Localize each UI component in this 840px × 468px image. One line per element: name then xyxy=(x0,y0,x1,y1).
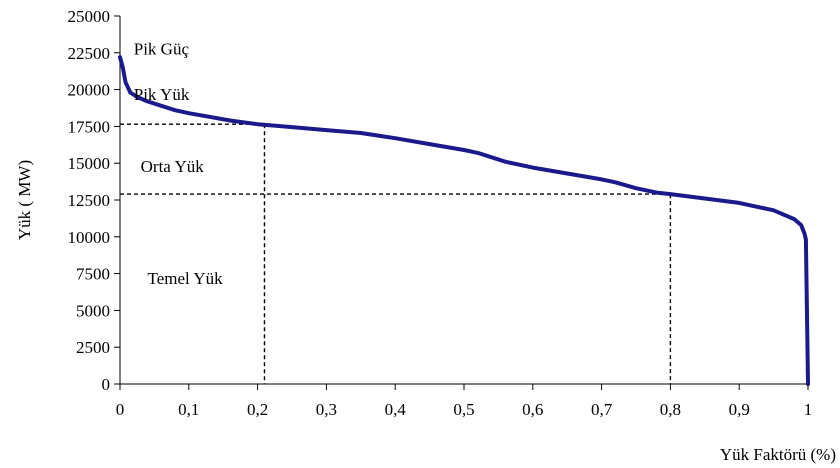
y-axis-title: Yük ( MW) xyxy=(15,160,34,240)
y-tick-label: 20000 xyxy=(68,81,111,100)
reference-lines xyxy=(120,123,672,384)
y-tick-label: 5000 xyxy=(76,301,110,320)
annotation-label: Pik Güç xyxy=(134,39,190,58)
y-tick-label: 15000 xyxy=(68,154,111,173)
x-tick-label: 1 xyxy=(804,400,813,419)
x-tick-label: 0,3 xyxy=(316,400,337,419)
x-tick-label: 0,7 xyxy=(591,400,613,419)
series-line xyxy=(118,55,810,386)
x-tick-label: 0 xyxy=(116,400,125,419)
x-tick-label: 0,2 xyxy=(247,400,268,419)
y-tick-label: 2500 xyxy=(76,338,110,357)
annotations: Pik Güç Pik Yük Orta Yük Temel Yük xyxy=(134,39,223,288)
x-tick-label: 0,1 xyxy=(178,400,199,419)
annotation-label: Orta Yük xyxy=(141,157,205,176)
y-tick-label: 10000 xyxy=(68,228,111,247)
annotation-label: Temel Yük xyxy=(148,269,224,288)
x-axis-title: Yük Faktörü (%) xyxy=(720,445,836,464)
y-ticks: 0 2500 5000 7500 10000 12500 15000 17500 20000 22… xyxy=(68,7,120,394)
y-tick-label: 0 xyxy=(102,375,111,394)
x-tick-label: 0,8 xyxy=(660,400,681,419)
x-tick-label: 0,5 xyxy=(453,400,474,419)
x-tick-label: 0,6 xyxy=(522,400,543,419)
x-tick-label: 0,4 xyxy=(385,400,407,419)
series-layer xyxy=(118,55,810,386)
y-tick-label: 17500 xyxy=(68,117,111,136)
annotation-label: Pik Yük xyxy=(134,85,190,104)
y-tick-label: 25000 xyxy=(68,7,111,26)
y-tick-label: 12500 xyxy=(68,191,111,210)
x-ticks: 0 0,1 0,2 0,3 0,4 0,5 0,6 0,7 0,8 0,9 1 xyxy=(116,384,813,419)
x-tick-label: 0,9 xyxy=(729,400,750,419)
y-tick-label: 22500 xyxy=(68,44,111,63)
y-tick-label: 7500 xyxy=(76,265,110,284)
